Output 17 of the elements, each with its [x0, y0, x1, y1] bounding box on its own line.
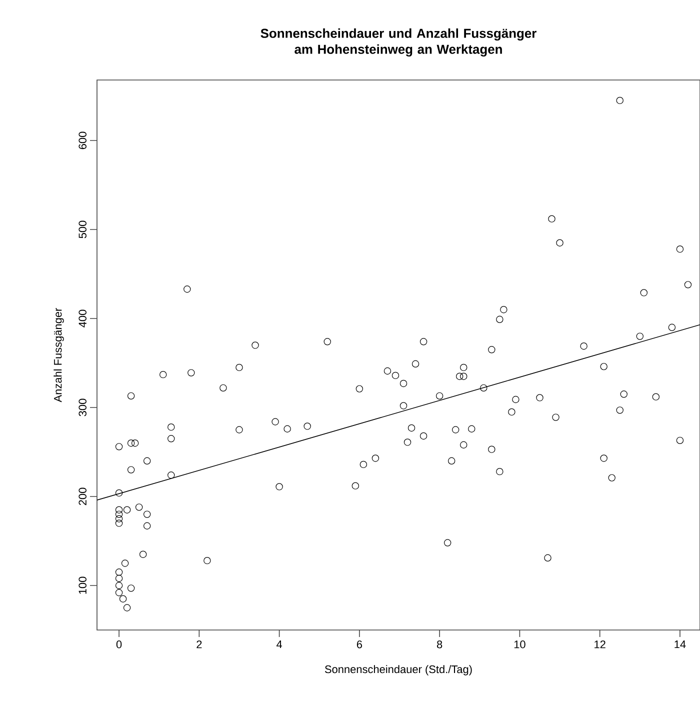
x-tick-label: 6 [356, 640, 362, 648]
y-axis-title: Anzahl Fussgänger [53, 308, 64, 402]
y-tick-label: 300 [78, 398, 86, 416]
y-tick-label: 100 [78, 576, 86, 594]
x-tick-label: 2 [196, 640, 202, 648]
x-tick-label: 4 [276, 640, 282, 648]
x-tick-label: 12 [594, 640, 606, 648]
x-tick-label: 10 [514, 640, 526, 648]
y-tick-label: 200 [78, 488, 86, 506]
x-tick-label: 0 [116, 640, 122, 648]
y-tick-label: 500 [78, 220, 86, 238]
x-tick-label: 8 [436, 640, 442, 648]
y-tick-label: 600 [78, 132, 86, 150]
y-tick-label: 400 [78, 310, 86, 328]
chart-title: Sonnenscheindauer und Anzahl Fussgänger am Hohensteinweg an Werktagen [260, 28, 536, 56]
x-tick-label: 14 [674, 640, 686, 648]
x-axis-title: Sonnenscheindauer (Std./Tag) [324, 665, 472, 676]
